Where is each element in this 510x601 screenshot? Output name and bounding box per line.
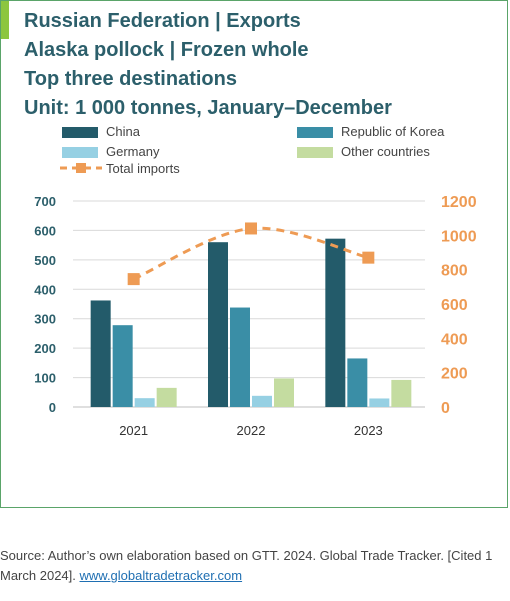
title-line-2: Alaska pollock | Frozen whole — [24, 39, 309, 61]
chart-panel — [0, 0, 508, 508]
legend-label-korea: Republic of Korea — [341, 124, 445, 139]
point-total-imports-2021 — [127, 273, 140, 286]
title-line-4: Unit: 1 000 tonnes, January–December — [24, 97, 392, 119]
bar-other-countries-2021 — [156, 387, 177, 407]
bar-republic-of-korea-2022 — [230, 307, 250, 407]
legend-swatch-china — [62, 127, 98, 138]
legend-label-total: Total imports — [106, 161, 180, 176]
y-right-tick-800: 800 — [441, 263, 468, 280]
y-right-tick-0: 0 — [441, 400, 450, 417]
y-left-tick-700: 700 — [34, 194, 56, 209]
legend-swatch-other — [297, 147, 333, 158]
y-right-tick-1200: 1200 — [441, 194, 477, 211]
y-left-tick-300: 300 — [34, 312, 56, 327]
bar-germany-2023 — [369, 398, 390, 407]
legend-label-other: Other countries — [341, 144, 430, 159]
y-left-tick-500: 500 — [34, 253, 56, 268]
legend-swatch-germany — [62, 147, 98, 158]
x-tick-2023: 2023 — [354, 423, 383, 438]
y-left-tick-600: 600 — [34, 223, 56, 238]
legend-line-total — [60, 163, 102, 173]
x-tick-2021: 2021 — [119, 423, 148, 438]
bar-republic-of-korea-2023 — [347, 358, 368, 407]
y-right-tick-200: 200 — [441, 366, 468, 383]
bar-germany-2022 — [252, 395, 272, 407]
chart-plot: 0 100 200 300 400 500 600 700 0 200 400 600 800 1000 1… — [34, 194, 477, 438]
legend-label-germany: Germany — [106, 144, 160, 159]
y-left-tick-100: 100 — [34, 371, 56, 386]
bar-germany-2021 — [134, 398, 155, 407]
x-tick-2022: 2022 — [237, 423, 266, 438]
accent-bar — [1, 1, 9, 39]
y-right-tick-1000: 1000 — [441, 228, 477, 245]
point-total-imports-2022 — [245, 222, 257, 235]
legend-label-china: China — [106, 124, 140, 139]
y-right-tick-600: 600 — [441, 297, 468, 314]
bar-china-2023 — [325, 238, 346, 407]
y-right-tick-400: 400 — [441, 331, 468, 348]
point-total-imports-2023 — [362, 251, 375, 264]
source-text: Source: Author’s own elaboration based o… — [0, 548, 493, 583]
y-left-tick-400: 400 — [34, 282, 56, 297]
bar-republic-of-korea-2021 — [112, 325, 133, 407]
source-note: Source: Author’s own elaboration based o… — [0, 546, 510, 586]
source-link[interactable]: www.globaltradetracker.com — [79, 568, 243, 583]
title-line-3: Top three destinations — [24, 68, 237, 90]
legend-swatch-korea — [297, 127, 333, 138]
bar-china-2021 — [90, 300, 111, 407]
bar-other-countries-2023 — [391, 379, 412, 407]
bar-china-2022 — [208, 242, 228, 407]
y-left-tick-200: 200 — [34, 341, 56, 356]
y-left-tick-0: 0 — [49, 400, 56, 415]
title-line-1: Russian Federation | Exports — [24, 10, 301, 32]
bar-other-countries-2022 — [274, 378, 294, 407]
